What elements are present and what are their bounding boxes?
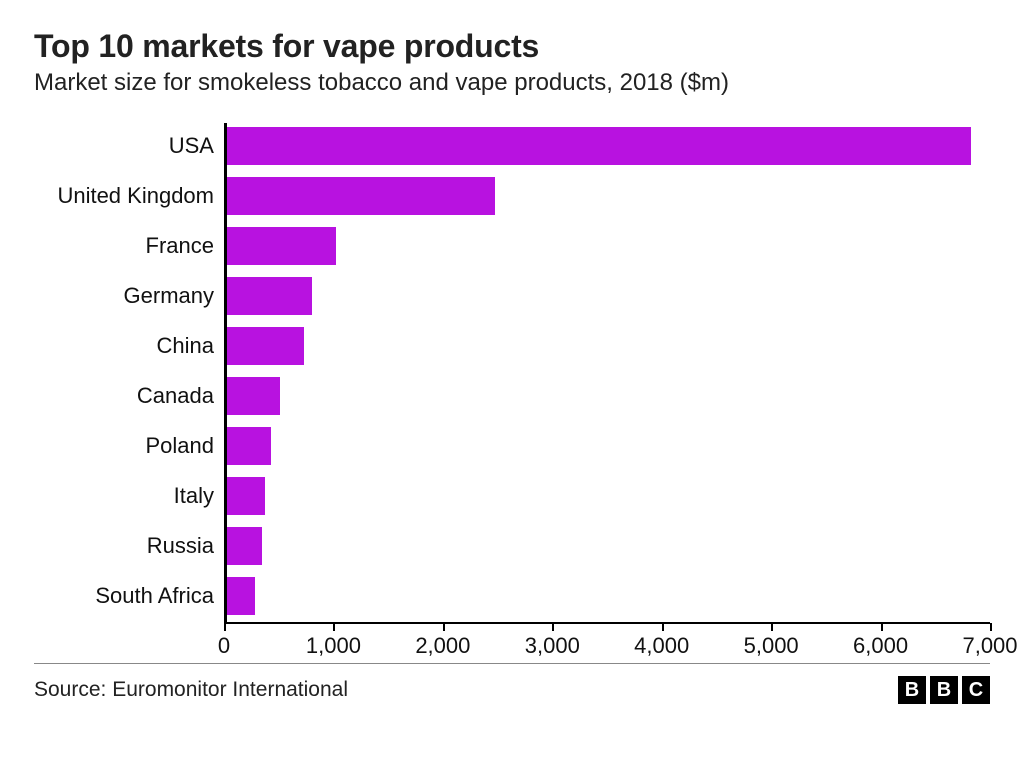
chart-subtitle: Market size for smokeless tobacco and va… <box>34 69 990 97</box>
y-axis-label: Poland <box>34 427 214 465</box>
x-tick <box>333 623 335 631</box>
bar <box>227 177 495 215</box>
y-axis-label: USA <box>34 127 214 165</box>
bar <box>227 327 304 365</box>
bar <box>227 127 971 165</box>
bar <box>227 227 336 265</box>
x-axis <box>224 622 990 624</box>
x-tick <box>990 623 992 631</box>
plot-area <box>224 123 990 623</box>
y-axis-label: Russia <box>34 527 214 565</box>
bar <box>227 577 255 615</box>
chart-title: Top 10 markets for vape products <box>34 28 990 65</box>
chart-container: Top 10 markets for vape products Market … <box>0 0 1024 774</box>
bar <box>227 427 271 465</box>
x-tick-label: 3,000 <box>525 633 580 659</box>
x-tick-label: 6,000 <box>853 633 908 659</box>
x-tick-label: 4,000 <box>634 633 689 659</box>
x-tick <box>662 623 664 631</box>
bbc-logo-letter: B <box>898 676 926 704</box>
footer: Source: Euromonitor International B B C <box>34 664 990 704</box>
x-tick <box>881 623 883 631</box>
y-axis-label: Italy <box>34 477 214 515</box>
bbc-logo-letter: C <box>962 676 990 704</box>
y-axis-label: France <box>34 227 214 265</box>
x-tick <box>552 623 554 631</box>
x-tick <box>224 623 226 631</box>
y-axis-label: China <box>34 327 214 365</box>
y-axis-label: Germany <box>34 277 214 315</box>
y-axis-label: South Africa <box>34 577 214 615</box>
bar <box>227 527 262 565</box>
bar <box>227 477 265 515</box>
y-axis-label: Canada <box>34 377 214 415</box>
y-axis-label: United Kingdom <box>34 177 214 215</box>
bar <box>227 377 280 415</box>
bbc-logo-letter: B <box>930 676 958 704</box>
x-tick-label: 2,000 <box>415 633 470 659</box>
bar-chart: USA United Kingdom France Germany China Canad… <box>34 123 990 663</box>
x-tick-label: 1,000 <box>306 633 361 659</box>
bar <box>227 277 312 315</box>
x-tick-label: 5,000 <box>744 633 799 659</box>
x-tick <box>443 623 445 631</box>
x-tick-label: 7,000 <box>962 633 1017 659</box>
x-tick <box>771 623 773 631</box>
source-text: Source: Euromonitor International <box>34 678 348 702</box>
x-tick-label: 0 <box>218 633 230 659</box>
bbc-logo: B B C <box>898 676 990 704</box>
